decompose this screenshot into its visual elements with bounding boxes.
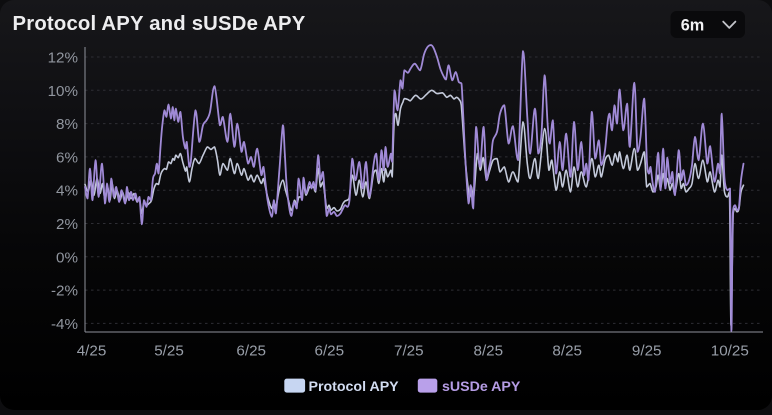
svg-text:-2%: -2% — [51, 283, 78, 300]
svg-text:0%: 0% — [56, 249, 78, 266]
svg-text:2%: 2% — [56, 216, 78, 233]
svg-text:5/25: 5/25 — [154, 343, 184, 360]
svg-text:8/25: 8/25 — [552, 343, 582, 360]
svg-text:4/25: 4/25 — [77, 343, 107, 360]
svg-text:10%: 10% — [48, 83, 78, 100]
svg-text:-4%: -4% — [51, 316, 78, 333]
svg-text:6%: 6% — [56, 149, 78, 166]
svg-text:8/25: 8/25 — [474, 343, 504, 360]
svg-text:10/25: 10/25 — [711, 343, 749, 360]
svg-text:4%: 4% — [56, 183, 78, 200]
svg-text:6m: 6m — [681, 17, 705, 35]
svg-text:Protocol APY: Protocol APY — [309, 379, 400, 395]
svg-text:9/25: 9/25 — [632, 343, 662, 360]
svg-text:Protocol APY and sUSDe APY: Protocol APY and sUSDe APY — [13, 13, 306, 35]
svg-text:7/25: 7/25 — [394, 343, 424, 360]
svg-text:sUSDe APY: sUSDe APY — [442, 379, 521, 395]
svg-text:6/25: 6/25 — [315, 343, 345, 360]
svg-text:12%: 12% — [48, 50, 78, 67]
svg-text:6/25: 6/25 — [236, 343, 266, 360]
svg-text:8%: 8% — [56, 116, 78, 133]
